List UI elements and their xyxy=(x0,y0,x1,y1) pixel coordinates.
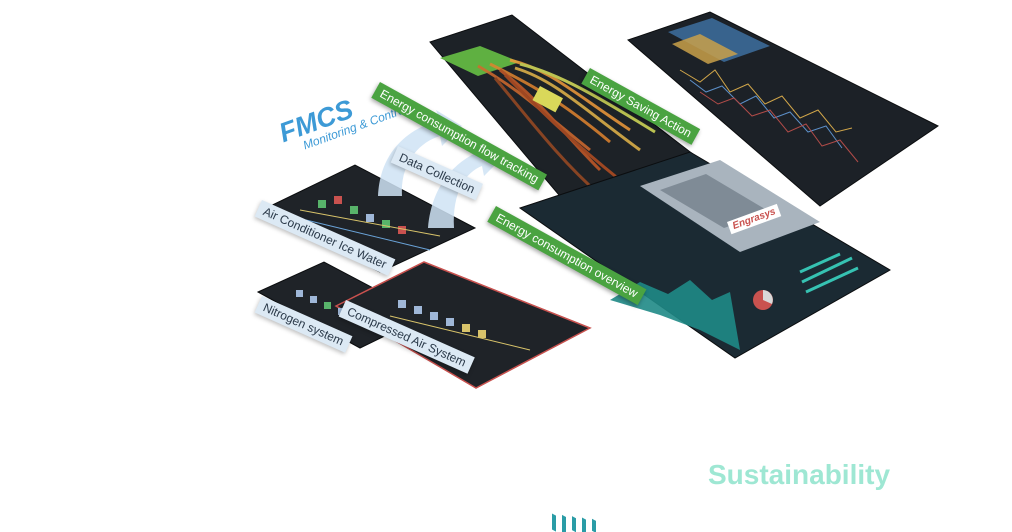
overview-area-chart xyxy=(610,280,740,350)
saving-action-chart xyxy=(679,69,859,163)
flow-highlight xyxy=(532,86,563,113)
sustainability-heading: Sustainability xyxy=(708,459,891,490)
overview-gauges xyxy=(799,252,859,294)
sankey-flows xyxy=(477,58,656,197)
saving-action-table-row xyxy=(672,34,738,64)
overview-bars xyxy=(552,513,596,532)
compressed-air-border xyxy=(334,261,592,389)
building-photo-grid xyxy=(660,174,770,228)
compressed-air-equipment xyxy=(389,300,531,351)
data-collection-arrow-right xyxy=(428,140,504,228)
saving-action-table xyxy=(668,18,770,62)
air-conditioner-equipment xyxy=(299,196,441,251)
